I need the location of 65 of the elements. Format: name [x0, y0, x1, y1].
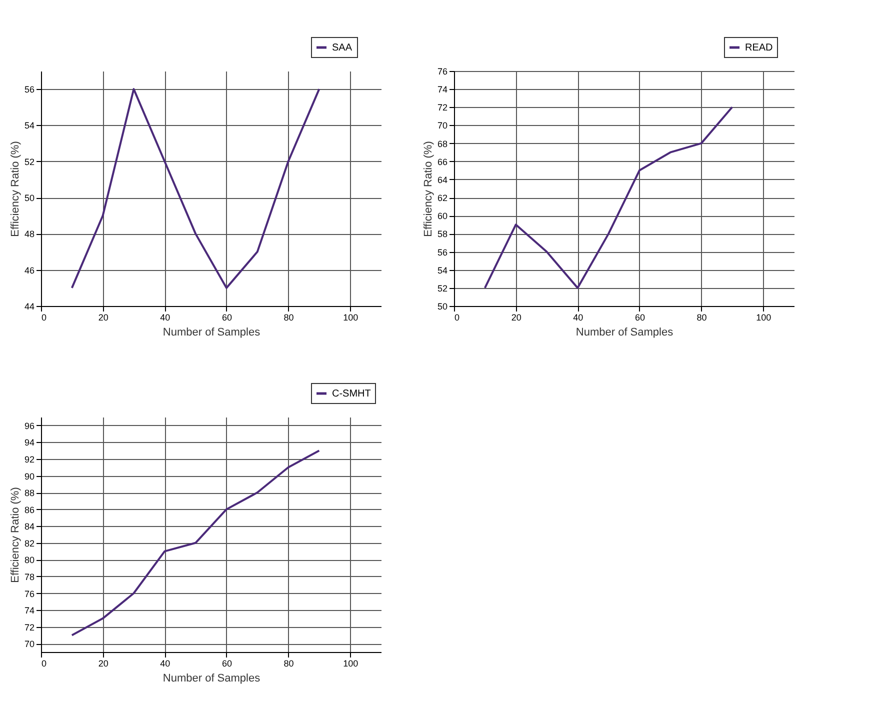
y-tick-label: 44 — [24, 302, 34, 312]
x-tick-label: 60 — [634, 312, 645, 322]
y-tick-label: 46 — [24, 265, 34, 276]
line-series — [70, 450, 320, 636]
legend-label: READ — [745, 42, 773, 54]
x-tick-label: 80 — [284, 312, 294, 322]
x-axis-title: Number of Samples — [162, 326, 261, 338]
x-tick-label: 100 — [343, 312, 358, 322]
legend-label: SAA — [332, 42, 352, 54]
x-axis-title: Number of Samples — [162, 672, 261, 684]
y-axis-title: Efficiency Ratio (%) — [9, 141, 22, 237]
y-tick-label: 66 — [437, 156, 448, 167]
y-tick-label: 62 — [437, 193, 448, 204]
line-series — [484, 106, 734, 289]
x-axis-title: Number of Samples — [576, 326, 674, 338]
x-tick-label: 0 — [42, 658, 47, 668]
legend-label: C-SMHT — [332, 388, 371, 400]
y-axis-title: Efficiency Ratio (%) — [422, 141, 434, 237]
y-tick-label: 70 — [437, 120, 448, 131]
y-tick-label: 92 — [24, 454, 34, 464]
y-tick-label: 94 — [24, 438, 34, 448]
y-tick-label: 90 — [24, 471, 34, 482]
y-tick-label: 80 — [24, 555, 34, 566]
y-tick-label: 76 — [24, 588, 34, 599]
y-axis-title: Efficiency Ratio (%) — [9, 487, 22, 583]
y-tick-label: 82 — [24, 538, 34, 548]
x-tick-label: 20 — [98, 658, 108, 668]
y-tick-label: 52 — [437, 283, 448, 294]
x-tick-label: 60 — [222, 658, 232, 668]
y-tick-label: 68 — [437, 138, 448, 149]
y-tick-label: 84 — [24, 522, 34, 532]
y-tick-label: 72 — [437, 102, 448, 113]
x-tick-label: 20 — [98, 312, 108, 322]
x-tick-label: 40 — [160, 312, 170, 322]
y-tick-label: 74 — [437, 84, 448, 95]
x-tick-label: 80 — [284, 658, 294, 668]
x-tick-label: 60 — [222, 312, 232, 322]
y-tick-label: 60 — [437, 211, 448, 222]
y-tick-label: 50 — [437, 302, 448, 312]
y-tick-label: 58 — [437, 229, 448, 240]
y-tick-label: 52 — [24, 156, 34, 167]
y-tick-label: 64 — [437, 174, 448, 185]
y-tick-label: 70 — [24, 639, 34, 650]
x-tick-label: 40 — [573, 312, 584, 322]
x-tick-label: 20 — [511, 312, 522, 322]
y-tick-label: 56 — [24, 84, 34, 95]
x-tick-label: 100 — [343, 658, 358, 668]
y-tick-label: 54 — [24, 120, 34, 131]
x-tick-label: 80 — [696, 312, 707, 322]
y-tick-label: 54 — [437, 265, 448, 276]
y-tick-label: 74 — [24, 606, 34, 616]
y-tick-label: 96 — [24, 420, 34, 431]
y-tick-label: 72 — [24, 622, 34, 632]
y-tick-label: 76 — [437, 66, 448, 76]
y-tick-label: 56 — [437, 247, 448, 258]
x-tick-label: 0 — [454, 312, 460, 322]
y-tick-label: 86 — [24, 504, 34, 515]
x-tick-label: 0 — [42, 312, 47, 322]
y-tick-label: 48 — [24, 229, 34, 240]
x-tick-label: 100 — [756, 312, 772, 322]
y-tick-label: 78 — [24, 572, 34, 582]
y-tick-label: 88 — [24, 488, 34, 498]
y-tick-label: 50 — [24, 193, 34, 204]
line-series — [70, 88, 320, 289]
x-tick-label: 40 — [160, 658, 170, 668]
